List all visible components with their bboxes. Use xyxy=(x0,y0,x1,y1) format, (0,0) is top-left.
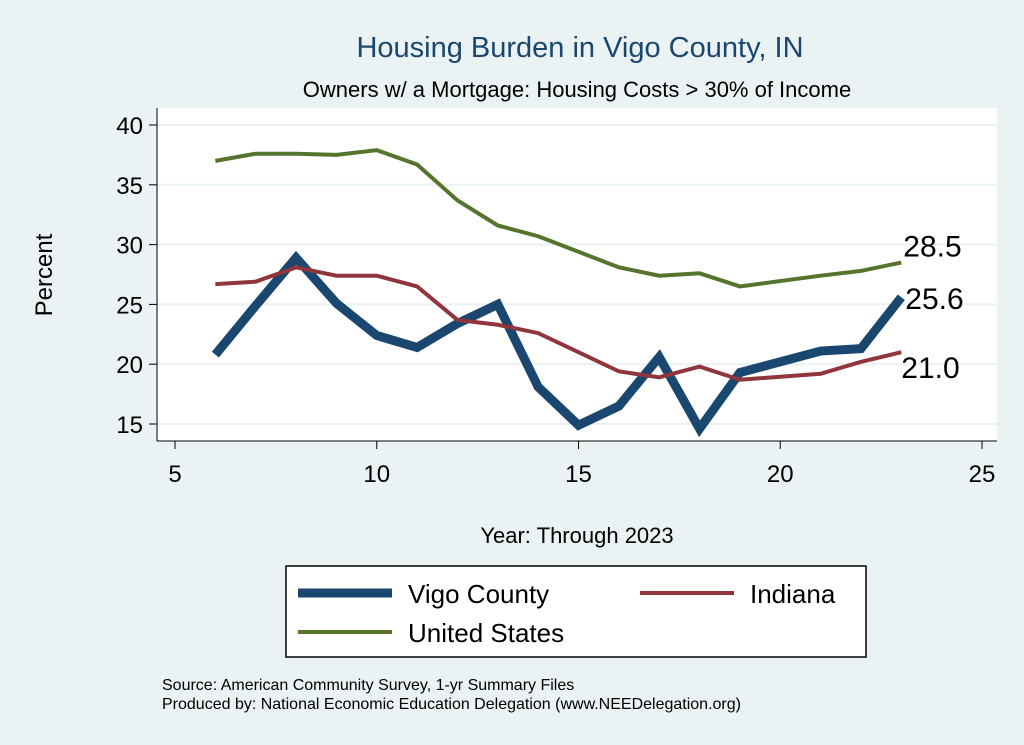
end-label-vigo-county: 25.6 xyxy=(905,283,963,316)
x-axis-label: Year: Through 2023 xyxy=(480,523,673,548)
legend-label-vigo-county: Vigo County xyxy=(408,579,549,609)
y-axis-label: Percent xyxy=(31,233,58,316)
end-label-indiana: 21.0 xyxy=(901,352,959,385)
legend-label-indiana: Indiana xyxy=(750,579,836,609)
x-tick-label: 5 xyxy=(168,461,181,488)
x-tick-label: 10 xyxy=(363,461,390,488)
end-label-united-states: 28.5 xyxy=(903,231,961,264)
y-tick-label: 40 xyxy=(116,113,143,140)
y-tick-label: 35 xyxy=(116,173,143,200)
y-tick-label: 30 xyxy=(116,233,143,260)
x-tick-label: 20 xyxy=(767,461,794,488)
producer-note: Produced by: National Economic Education… xyxy=(162,696,741,713)
y-tick-label: 25 xyxy=(116,292,143,319)
y-tick-label: 15 xyxy=(116,412,143,439)
legend: Vigo County Indiana United States xyxy=(285,565,867,658)
y-tick-label: 20 xyxy=(116,352,143,379)
plot-area xyxy=(157,108,997,441)
legend-label-united-states: United States xyxy=(408,618,564,648)
x-tick-label: 15 xyxy=(565,461,592,488)
chart-subtitle: Owners w/ a Mortgage: Housing Costs > 30… xyxy=(303,77,851,102)
source-note: Source: American Community Survey, 1-yr … xyxy=(162,677,574,694)
chart-title: Housing Burden in Vigo County, IN xyxy=(356,32,803,64)
x-tick-label: 25 xyxy=(969,461,996,488)
